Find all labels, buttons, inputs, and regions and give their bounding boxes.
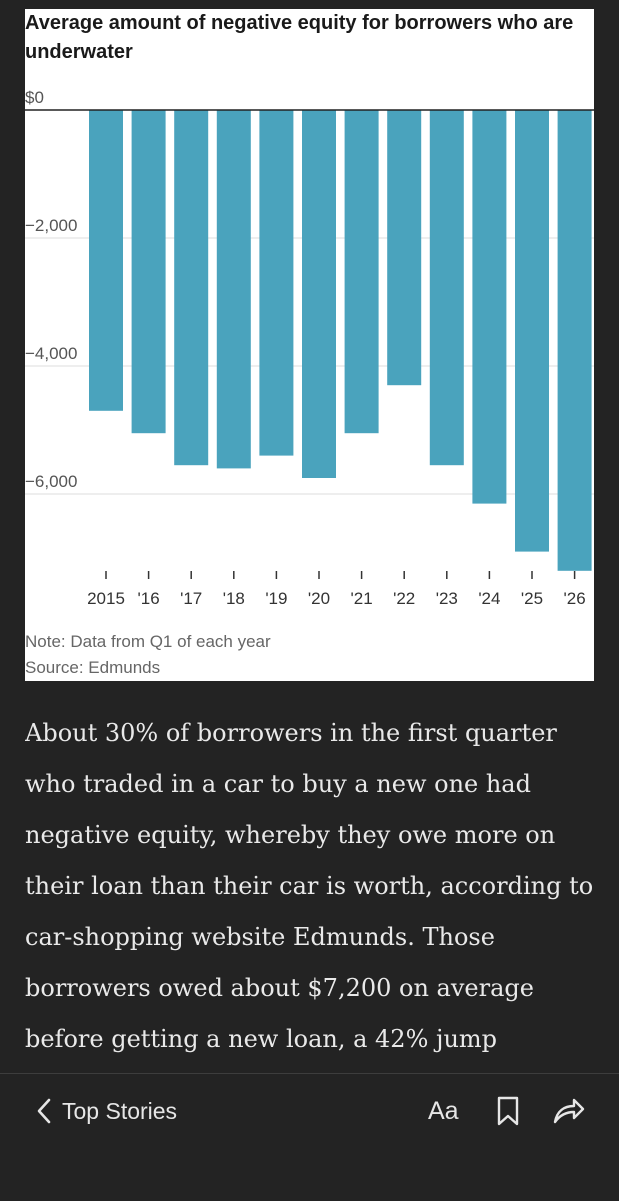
bar [259,110,294,456]
bar [174,110,209,466]
x-tick-label: '26 [564,589,586,608]
bar [302,110,336,478]
bar [131,110,166,434]
back-to-top-stories-button[interactable]: Top Stories [36,1092,177,1130]
bar [472,110,507,504]
x-tick-label: '20 [308,589,330,608]
x-tick-label: '19 [265,589,287,608]
share-icon [552,1098,586,1130]
bar-chart: $0 −2,000 −4,000 −6,000 2015 '16 '17 '18 '19 '20 '… [25,88,594,608]
y-tick-label: −6,000 [25,472,77,491]
font-size-button[interactable]: Aa [428,1096,459,1125]
bar [344,110,379,434]
share-button[interactable] [552,1096,586,1131]
chart-title: Average amount of negative equity for bo… [25,12,574,63]
y-tick-label: −4,000 [25,344,77,363]
chevron-left-icon [36,1097,52,1125]
bookmark-icon [496,1096,520,1130]
article-paragraph: About 30% of borrowers in the first quar… [25,719,594,1053]
x-tick-label: 2015 [87,589,125,608]
x-tick-label: '22 [393,589,415,608]
y-tick-label: −2,000 [25,216,77,235]
chart-card: Average amount of negative equity for bo… [25,9,594,681]
bottom-toolbar: Top Stories Aa [0,1073,619,1201]
bar [216,110,251,469]
bar [429,110,464,466]
bar [89,110,123,411]
y-tick-label: $0 [25,88,44,107]
chart-source: Source: Edmunds [25,658,161,677]
x-tick-label: '23 [436,589,458,608]
x-tick-label: '18 [223,589,245,608]
bar [515,110,549,552]
x-tick-label: '25 [521,589,543,608]
x-tick-label: '24 [478,589,500,608]
x-tick-label: '21 [351,589,373,608]
bookmark-button[interactable] [496,1096,520,1131]
chart-note: Note: Data from Q1 of each year [25,632,271,651]
x-tick-label: '17 [180,589,202,608]
back-button-label: Top Stories [62,1097,178,1124]
bar [557,110,592,571]
bar [387,110,422,386]
x-tick-label: '16 [138,589,160,608]
